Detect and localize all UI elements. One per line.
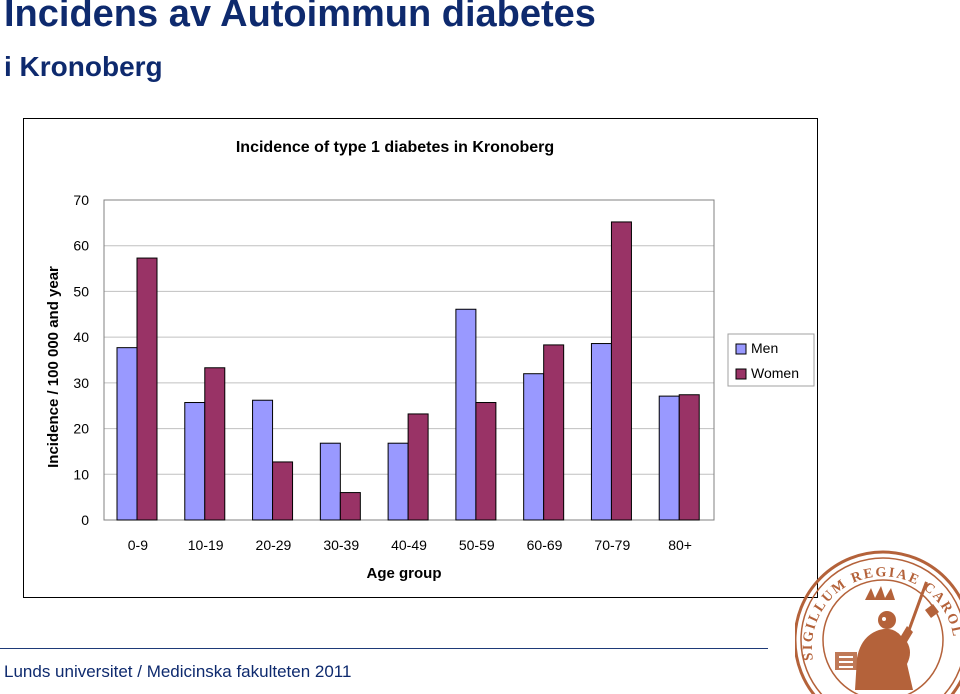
y-axis-label: Incidence / 100 000 and year: [45, 266, 62, 468]
bar-men-20-29: [253, 400, 273, 520]
bar-men-30-39: [320, 443, 340, 520]
bar-women-20-29: [273, 462, 293, 520]
bar-women-10-19: [205, 368, 225, 520]
x-axis-label: Age group: [367, 565, 442, 582]
bar-men-50-59: [456, 309, 476, 520]
legend-label-women: Women: [751, 365, 799, 381]
legend-swatch-women: [736, 369, 746, 379]
x-tick-label: 40-49: [391, 537, 427, 553]
footer-text: Lunds universitet / Medicinska fakultete…: [4, 662, 351, 682]
x-tick-label: 80+: [668, 537, 692, 553]
y-tick-label: 70: [73, 192, 89, 208]
bar-women-70-79: [611, 222, 631, 520]
y-tick-label: 40: [73, 329, 89, 345]
x-axis-ticks: 0-9 10-19 20-29 30-39 40-49 50-59 60-69 70-79 80…: [128, 537, 692, 553]
slide-subtitle: i Kronoberg: [4, 50, 163, 84]
bar-women-80+: [679, 395, 699, 520]
university-seal-logo: SIGILLUM REGIAE CAROLINAE ADVNATORUM: [795, 540, 960, 694]
bar-men-40-49: [388, 443, 408, 520]
slide-title: Incidens av Autoimmun diabetes: [4, 0, 596, 36]
bar-women-50-59: [476, 403, 496, 520]
chart-title: Incidence of type 1 diabetes in Kronober…: [236, 139, 554, 156]
bars: [117, 222, 699, 520]
bar-men-70-79: [591, 344, 611, 520]
legend: Men Women: [728, 334, 814, 386]
bar-men-10-19: [185, 403, 205, 520]
x-tick-label: 10-19: [188, 537, 224, 553]
x-tick-label: 60-69: [527, 537, 563, 553]
legend-swatch-men: [736, 344, 746, 354]
bar-women-0-9: [137, 258, 157, 520]
x-tick-label: 0-9: [128, 537, 148, 553]
chart-panel: Incidence of type 1 diabetes in Kronober…: [23, 118, 818, 598]
x-tick-label: 70-79: [594, 537, 630, 553]
bar-women-40-49: [408, 414, 428, 520]
bar-chart: Incidence of type 1 diabetes in Kronober…: [24, 119, 819, 599]
y-tick-label: 60: [73, 238, 89, 254]
x-tick-label: 30-39: [323, 537, 359, 553]
bar-women-30-39: [340, 493, 360, 520]
bar-men-60-69: [524, 374, 544, 520]
y-axis-ticks: 0 10 20 30 40 50 60 70: [73, 192, 89, 528]
y-tick-label: 0: [81, 512, 89, 528]
footer-divider: [0, 648, 768, 649]
bar-men-80+: [659, 396, 679, 520]
legend-label-men: Men: [751, 340, 778, 356]
bar-men-0-9: [117, 348, 137, 520]
y-tick-label: 50: [73, 283, 89, 299]
x-tick-label: 20-29: [256, 537, 292, 553]
bar-women-60-69: [544, 345, 564, 520]
y-tick-label: 30: [73, 375, 89, 391]
y-tick-label: 10: [73, 466, 89, 482]
x-tick-label: 50-59: [459, 537, 495, 553]
y-tick-label: 20: [73, 421, 89, 437]
